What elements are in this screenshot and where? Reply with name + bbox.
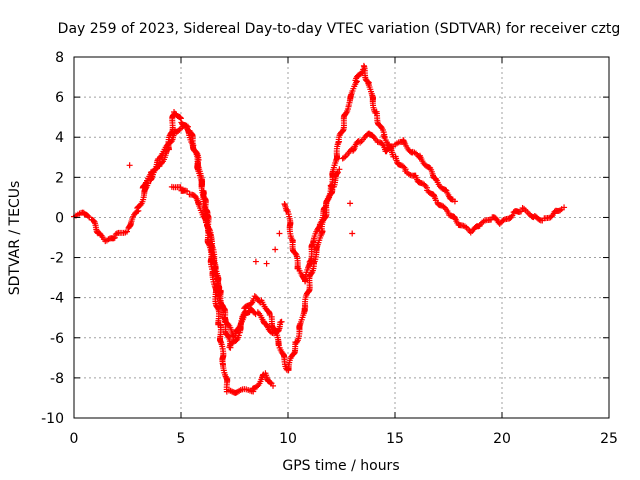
data-point (442, 186, 449, 193)
data-point (336, 166, 343, 173)
data-point (152, 166, 159, 173)
data-point (157, 153, 164, 160)
x-tick-label: 25 (600, 431, 618, 447)
y-tick-label: 6 (55, 90, 64, 106)
data-point (227, 387, 234, 394)
y-axis-label: SDTVAR / TECUs (7, 181, 23, 296)
data-point (254, 383, 261, 390)
data-points (71, 62, 568, 396)
data-point (192, 148, 199, 155)
data-point (137, 201, 144, 208)
data-point (451, 198, 458, 205)
data-point (317, 219, 324, 226)
data-point (335, 169, 342, 176)
y-tick-label: 4 (55, 130, 64, 146)
data-point (184, 188, 191, 195)
x-tick-label: 20 (493, 431, 511, 447)
data-point (202, 219, 209, 226)
data-point (267, 379, 274, 386)
data-point (111, 234, 118, 241)
outlier-point (272, 246, 279, 253)
x-tick-label: 15 (386, 431, 404, 447)
data-point (198, 183, 205, 190)
chart-title: Day 259 of 2023, Sidereal Day-to-day VTE… (58, 21, 621, 37)
y-tick-label: -10 (41, 411, 64, 427)
data-point (548, 213, 555, 220)
axis-ticks (73, 56, 610, 419)
outlier-point (263, 260, 270, 267)
data-point (378, 123, 385, 130)
x-tick-label: 5 (177, 431, 186, 447)
x-tick-label: 0 (70, 431, 79, 447)
data-point (446, 211, 453, 218)
data-point (123, 228, 130, 235)
data-point (340, 154, 347, 161)
data-point (112, 231, 119, 238)
outlier-point (349, 230, 356, 237)
outlier-point (276, 230, 283, 237)
x-tick-label: 10 (279, 431, 297, 447)
data-point (292, 250, 299, 257)
data-point (177, 184, 184, 191)
y-tick-label: 2 (55, 170, 64, 186)
outlier-point (252, 258, 259, 265)
data-point (421, 181, 428, 188)
data-point (224, 333, 231, 340)
y-axis-tick-labels: -10 -8 -6 -4 -2 0 2 4 6 8 (41, 50, 64, 427)
outlier-point (126, 162, 133, 169)
data-point (85, 212, 92, 219)
plot-frame (73, 56, 610, 419)
outlier-point (347, 200, 354, 207)
y-tick-label: -2 (50, 251, 64, 267)
data-point (278, 318, 285, 325)
data-point (334, 170, 341, 177)
y-tick-label: 0 (55, 210, 64, 226)
x-axis-tick-labels: 0 5 10 15 20 25 (70, 431, 618, 447)
grid-lines (74, 57, 609, 418)
y-tick-label: 8 (55, 50, 64, 66)
data-point (270, 382, 277, 389)
data-point (440, 203, 447, 210)
y-tick-label: -8 (50, 371, 64, 387)
x-axis-label: GPS time / hours (282, 458, 399, 474)
data-point (308, 270, 315, 277)
data-point (509, 212, 516, 219)
data-point (561, 204, 568, 211)
y-tick-label: -6 (50, 331, 64, 347)
y-tick-label: -4 (50, 291, 64, 307)
